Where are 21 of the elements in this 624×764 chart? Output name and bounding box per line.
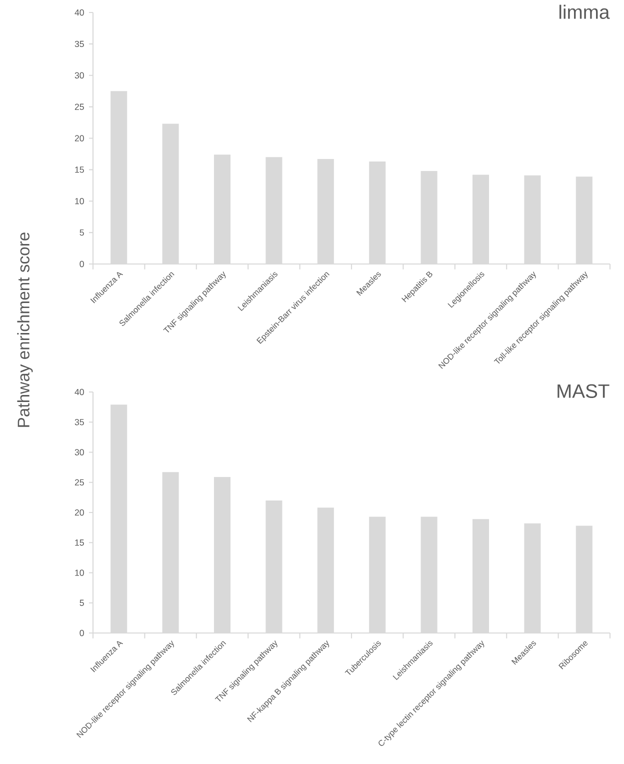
y-tick-label: 40 [74,388,84,396]
y-tick-label: 35 [74,419,84,426]
y-tick-label: 40 [74,9,84,16]
y-tick-label: 10 [75,570,84,576]
chart-title: MAST [558,384,610,398]
y-tick-label: 30 [74,449,84,456]
y-tick-label: 20 [74,509,84,516]
chart-title: limma [559,4,610,19]
y-tick-label: 10 [75,198,84,204]
y-tick-label: 20 [74,135,84,142]
y-tick-label: 25 [74,104,84,110]
y-tick-label: 5 [80,229,84,236]
y-tick-label: 25 [74,479,84,486]
y-tick-label: 35 [74,40,84,48]
y-tick-label: 15 [75,540,84,546]
y-tick-label: 30 [74,72,84,78]
y-axis-title: Pathway enrichment score [17,232,33,427]
y-tick-label: 0 [80,630,84,636]
y-tick-label: 15 [75,166,84,173]
y-tick-label: 0 [80,260,84,268]
y-tick-label: 5 [80,600,84,606]
